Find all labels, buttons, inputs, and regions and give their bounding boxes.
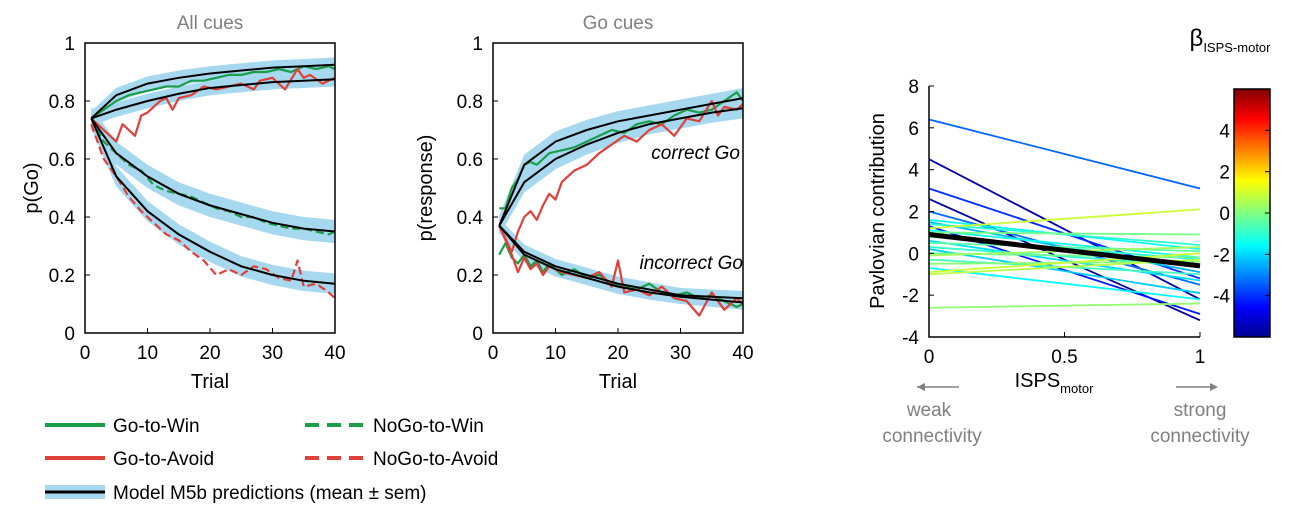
x-tick-label: 10 <box>137 343 158 364</box>
y-tick-label: 4 <box>908 161 919 182</box>
y-tick-label: 1 <box>64 34 75 55</box>
subject-line-25 <box>928 302 1201 309</box>
right-arrow-head <box>1210 383 1218 391</box>
annotation-incorrect-go: incorrect Go <box>640 253 743 274</box>
y-tick-label: 0.6 <box>49 150 75 171</box>
model-line-0 <box>90 63 336 120</box>
model-line-3 <box>498 225 744 304</box>
model-sem-band-0 <box>91 57 335 126</box>
y-tick-label: 0.6 <box>457 150 483 171</box>
y-tick-label: 8 <box>908 77 919 98</box>
series-line-3 <box>498 225 744 317</box>
colorbar-tick-label: 0 <box>1219 204 1230 225</box>
y-tick-label: 1 <box>472 34 483 55</box>
annotation-strong-connectivity: connectivity <box>1150 426 1250 447</box>
x-tick-label: 1 <box>1195 347 1206 368</box>
legend-label-0: Go-to-Win <box>113 416 200 437</box>
y-tick-label: 0.2 <box>49 266 75 287</box>
y-tick-label: 0 <box>908 244 919 265</box>
x-tick-label: 0 <box>80 343 91 364</box>
x-tick-label: 20 <box>199 343 220 364</box>
y-tick-label: -2 <box>902 286 919 307</box>
y-axis-label: Pavlovian contribution <box>867 113 889 309</box>
y-tick-label: 0.8 <box>457 92 483 113</box>
x-tick-label: 20 <box>607 343 628 364</box>
x-tick-label: 40 <box>732 343 753 364</box>
subject-line-15 <box>928 241 1201 253</box>
subject-line-0 <box>928 118 1201 190</box>
x-tick-label: 0 <box>488 343 499 364</box>
y-tick-label: -4 <box>902 328 919 349</box>
legend-label-model: Model M5b predictions (mean ± sem) <box>113 483 427 504</box>
series-line-0 <box>90 65 336 120</box>
colorbar-label: βISPS-motor <box>1190 25 1272 55</box>
model-line-2 <box>498 225 744 300</box>
chart-pavlovian-contribution: 0 0.5 1 -4 -2 0 2 4 6 8 ISPSmotor Pavlovian contr… <box>867 25 1271 447</box>
y-tick-label: 0.2 <box>457 266 483 287</box>
model-sem-band-2 <box>91 106 335 244</box>
y-tick-label: 0 <box>472 324 483 345</box>
y-tick-label: 0.4 <box>457 208 484 229</box>
subject-line-11 <box>928 231 1201 236</box>
subject-line-1 <box>928 158 1201 301</box>
subject-line-7 <box>928 223 1201 246</box>
colorbar-tick-label: -2 <box>1213 245 1230 266</box>
colorbar-tick-label: -4 <box>1213 287 1230 308</box>
annotation-weak-connectivity: connectivity <box>882 426 982 447</box>
annotation-weak: weak <box>906 400 952 421</box>
x-tick-label: 40 <box>324 343 345 364</box>
chart-all-cues: All cues 0 10 20 30 40 0 0.2 0.4 0.6 0.8 1 Trial p… <box>21 13 346 393</box>
series-line-3 <box>90 123 336 300</box>
subject-line-14 <box>928 239 1201 282</box>
x-tick-label: 10 <box>545 343 566 364</box>
legend-label-3: NoGo-to-Avoid <box>373 449 498 470</box>
y-tick-label: 0 <box>64 324 75 345</box>
model-line-0 <box>498 97 744 227</box>
x-tick-label: 0.5 <box>1051 347 1077 368</box>
colorbar-gradient <box>1233 88 1271 338</box>
subject-line-10 <box>928 229 1201 259</box>
annotation-strong: strong <box>1174 400 1227 421</box>
model-line-2 <box>90 117 336 233</box>
chart-title: All cues <box>177 13 244 34</box>
subject-line-23 <box>928 252 1201 274</box>
y-tick-label: 6 <box>908 119 919 140</box>
model-line-3 <box>90 118 336 285</box>
x-tick-label: 0 <box>924 347 935 368</box>
chart-title: Go cues <box>583 13 654 34</box>
subject-line-22 <box>928 267 1201 301</box>
subject-line-9 <box>928 208 1201 230</box>
model-line-1 <box>90 78 336 120</box>
y-tick-label: 0.4 <box>49 208 76 229</box>
legend: Go-to-Win NoGo-to-Win Go-to-Avoid NoGo-to-A… <box>45 416 498 504</box>
x-axis-label: Trial <box>599 371 637 393</box>
mean-line <box>928 232 1201 269</box>
colorbar-tick-label: 2 <box>1219 163 1230 184</box>
annotation-correct-go: correct Go <box>651 143 740 164</box>
subject-line-17 <box>928 248 1201 294</box>
x-tick-label: 30 <box>670 343 691 364</box>
colorbar: βISPS-motor 4 2 0 -2 -4 <box>1190 25 1272 338</box>
model-line-1 <box>498 107 744 227</box>
model-sem-band-3 <box>91 108 335 294</box>
x-axis-label: ISPSmotor <box>1015 370 1094 396</box>
legend-label-1: NoGo-to-Win <box>373 416 484 437</box>
y-axis-label: p(Go) <box>21 162 43 213</box>
chart-go-cues: Go cues 0 10 20 30 40 0 0.2 0.4 0.6 0.8 1 correct … <box>415 13 754 393</box>
y-tick-label: 0.8 <box>49 92 75 113</box>
left-arrow-head <box>917 383 925 391</box>
y-axis-label: p(response) <box>415 135 437 242</box>
legend-label-2: Go-to-Avoid <box>113 449 214 470</box>
model-sem-band-1 <box>91 72 335 126</box>
y-tick-label: 2 <box>908 203 919 224</box>
x-axis-label: Trial <box>191 371 229 393</box>
colorbar-tick-label: 4 <box>1219 121 1230 142</box>
x-tick-label: 30 <box>262 343 283 364</box>
